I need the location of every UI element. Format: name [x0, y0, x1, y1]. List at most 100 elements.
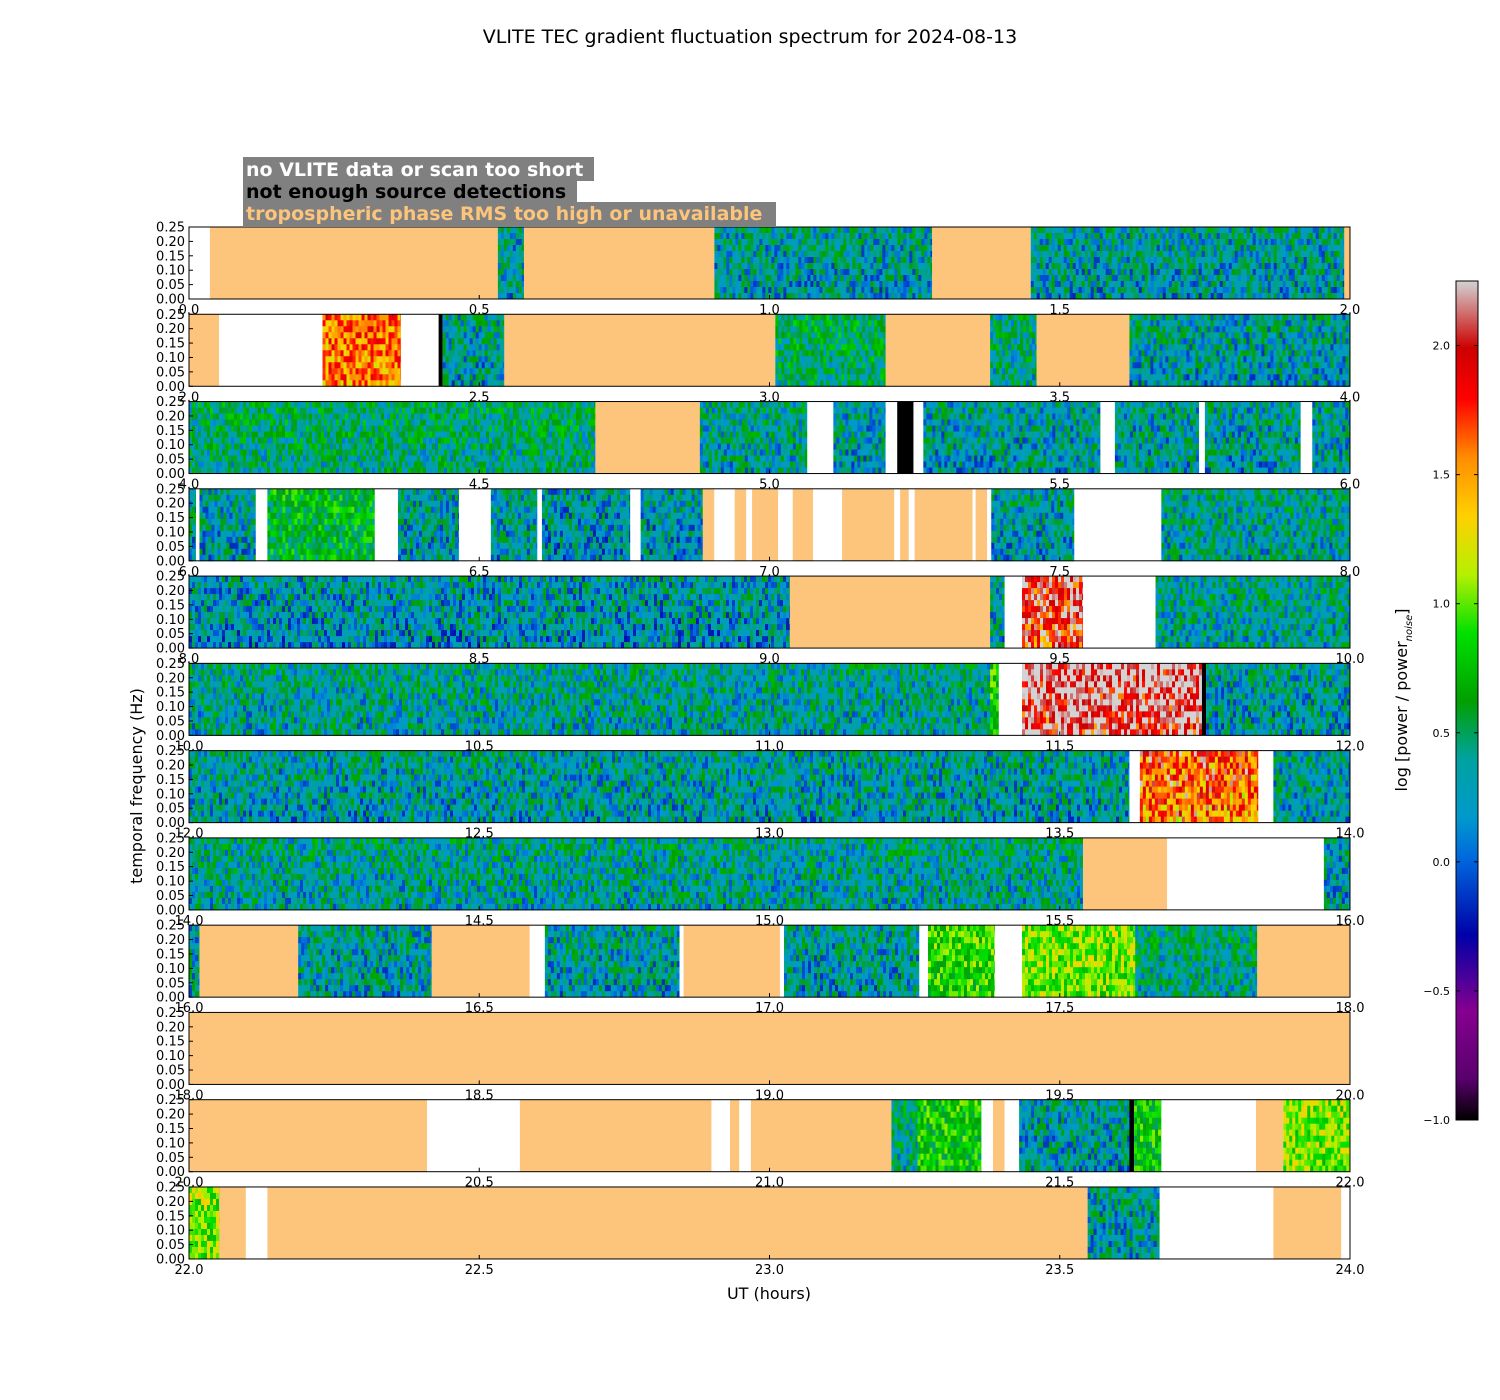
spectrum-cell	[1026, 338, 1030, 345]
spectrum-cell	[819, 257, 823, 264]
spectrum-cell	[1315, 332, 1319, 339]
spectrum-cell	[1123, 233, 1128, 240]
spectrum-cell	[472, 350, 477, 357]
spectrum-cell	[1060, 275, 1065, 282]
spectrum-cell	[865, 338, 869, 345]
spectrum-cell	[466, 368, 471, 375]
spectrum-cell	[795, 257, 799, 264]
spectrum-cell	[921, 227, 925, 234]
spectrum-cell	[1108, 245, 1113, 252]
spectrum-cell	[1090, 245, 1095, 252]
spectrum-cell	[996, 380, 1000, 387]
spectrum-cell	[774, 251, 778, 258]
spectrum-cell	[1042, 275, 1047, 282]
spectrum-cell	[273, 419, 277, 426]
spectrum-cell	[1159, 275, 1164, 282]
spectrum-cell	[198, 401, 202, 408]
spectrum-cell	[1156, 380, 1160, 387]
spectrum-cell	[385, 374, 389, 381]
spectrum-cell	[864, 239, 868, 246]
spectrum-cell	[853, 326, 857, 333]
spectrum-cell	[1342, 344, 1346, 351]
spectrum-cell	[738, 227, 742, 234]
spectrum-cell	[1090, 233, 1095, 240]
spectrum-cell	[838, 314, 842, 321]
spectrum-cell	[1159, 344, 1163, 351]
spectrum-cell	[457, 314, 462, 321]
spectrum-cell	[1342, 281, 1345, 288]
spectrum-cell	[225, 401, 229, 408]
spectrum-cell	[825, 251, 829, 258]
spectrum-cell	[1333, 350, 1337, 357]
spectrum-cell	[222, 467, 226, 474]
spectrum-cell	[442, 362, 447, 369]
spectrum-cell	[1291, 380, 1295, 387]
spectrum-cell	[859, 332, 863, 339]
spectrum-cell	[1126, 239, 1131, 246]
spectrum-cell	[814, 380, 818, 387]
spectrum-cell	[1171, 338, 1175, 345]
flag-tropo	[523, 227, 715, 299]
spectrum-cell	[1225, 368, 1229, 375]
spectrum-cell	[897, 227, 901, 234]
spectrum-cell	[834, 275, 838, 282]
spectrum-cell	[1264, 374, 1268, 381]
spectrum-cell	[1270, 314, 1274, 321]
spectrum-cell	[726, 263, 730, 270]
spectrum-cell	[1156, 356, 1160, 363]
spectrum-cell	[1138, 227, 1143, 234]
spectrum-cell	[1011, 344, 1015, 351]
spectrum-cell	[1276, 314, 1280, 321]
spectrum-cell	[1135, 293, 1140, 300]
spectrum-cell	[1165, 380, 1169, 387]
spectrum-cell	[1228, 239, 1233, 246]
spectrum-cell	[448, 380, 453, 387]
spectrum-cell	[822, 287, 826, 294]
spectrum-cell	[1198, 356, 1202, 363]
spectrum-cell	[282, 413, 286, 420]
spectrum-cell	[853, 320, 857, 327]
spectrum-cell	[1036, 281, 1041, 288]
spectrum-cell	[466, 332, 471, 339]
spectrum-cell	[1291, 233, 1296, 240]
spectrum-cell	[240, 419, 244, 426]
spectrum-cell	[1117, 233, 1122, 240]
spectrum-cell	[1279, 293, 1284, 300]
spectrum-cell	[1195, 227, 1200, 234]
spectrum-cell	[445, 314, 450, 321]
spectrum-cell	[796, 350, 800, 357]
spectrum-cell	[880, 332, 884, 339]
spectrum-cell	[1162, 344, 1166, 351]
spectrum-cell	[466, 380, 471, 387]
spectrum-cell	[999, 374, 1003, 381]
spectrum-cell	[924, 281, 928, 288]
spectrum-cell	[1135, 257, 1140, 264]
spectrum-cell	[1036, 293, 1041, 300]
spectrum-cell	[502, 314, 505, 321]
spectrum-cell	[472, 362, 477, 369]
spectrum-cell	[1177, 239, 1182, 246]
spectrum-cell	[261, 449, 265, 456]
spectrum-cell	[1132, 263, 1137, 270]
spectrum-cell	[1156, 263, 1161, 270]
spectrum-cell	[1336, 368, 1340, 375]
spectrum-cell	[1246, 362, 1250, 369]
spectrum-cell	[1063, 269, 1068, 276]
spectrum-cell	[460, 356, 465, 363]
spectrum-cell	[1204, 380, 1208, 387]
legend: no VLITE data or scan too short not enou…	[243, 157, 776, 226]
spectrum-cell	[868, 374, 872, 381]
spectrum-cell	[270, 449, 274, 456]
spectrum-cell	[493, 350, 498, 357]
spectrum-cell	[1285, 362, 1289, 369]
spectrum-cell	[1017, 332, 1021, 339]
spectrum-cell	[1267, 245, 1272, 252]
spectrum-cell	[1156, 368, 1160, 375]
spectrum-cell	[1195, 293, 1200, 300]
spectrum-cell	[1309, 350, 1313, 357]
spectrum-cell	[334, 362, 338, 369]
spectrum-cell	[1075, 227, 1080, 234]
spectrum-cell	[1198, 326, 1202, 333]
spectrum-cell	[1144, 314, 1148, 321]
spectrum-cell	[888, 257, 892, 264]
